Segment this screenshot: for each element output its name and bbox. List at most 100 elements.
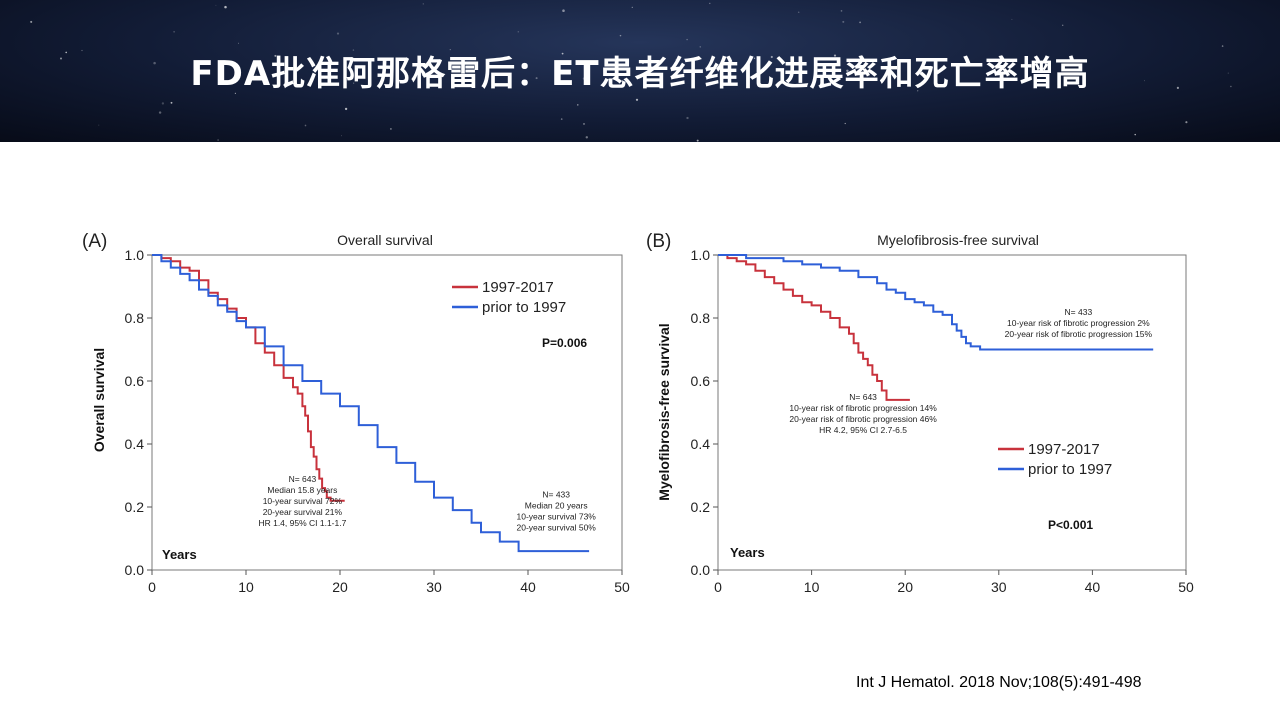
star-dot	[699, 46, 701, 48]
chart-panel-a: (A) Overall survival 0.0 0.2 0.4 0.6 0.8 1.0 0 10…	[82, 231, 630, 595]
star-dot	[389, 127, 392, 130]
star-dot	[686, 116, 689, 120]
star-dot	[631, 6, 633, 9]
star-dot	[344, 107, 348, 111]
y-tick-label: 0.2	[125, 499, 145, 515]
panel-label: (B)	[646, 231, 671, 252]
annotation-text: 20-year risk of fibrotic progression 15%	[1005, 329, 1153, 339]
x-tick-label: 30	[426, 579, 442, 595]
star-dot	[797, 11, 800, 14]
star-dot	[675, 59, 677, 61]
star-dot	[833, 54, 837, 57]
star-dot	[562, 9, 565, 12]
star-dot	[585, 136, 588, 139]
x-tick-label: 10	[804, 579, 820, 595]
star-dot	[753, 57, 756, 59]
annotation-text: 20-year survival 21%	[263, 507, 343, 517]
star-dot	[619, 34, 622, 37]
y-tick-label: 0.6	[691, 373, 711, 389]
annotation-text: Median 15.8 years	[267, 485, 337, 495]
y-tick-label: 0.0	[125, 562, 145, 578]
x-tick-label: 10	[238, 579, 254, 595]
star-dot	[1134, 133, 1136, 136]
star-dot	[304, 124, 307, 127]
y-tick-label: 1.0	[691, 247, 711, 263]
y-tick-label: 0.4	[691, 436, 711, 452]
annotation-text: N= 643	[289, 474, 317, 484]
chart-panel-b: (B) Myelofibrosis-free survival 0.0 0.2 0.4 0…	[646, 231, 1194, 595]
star-dot	[770, 55, 773, 59]
star-dot	[65, 51, 68, 54]
star-dot	[98, 124, 100, 126]
star-dot	[59, 57, 63, 60]
annotation-text: 10-year survival 72%	[263, 496, 343, 506]
y-axis-label: Myelofibrosis-free survival	[656, 323, 672, 500]
annotation-text: 10-year survival 73%	[517, 512, 597, 522]
star-dot	[936, 69, 939, 71]
star-dot	[217, 139, 219, 141]
star-dot	[566, 71, 568, 73]
slide-title: FDA批准阿那格雷后：ET患者纤维化进展率和死亡率增高	[190, 54, 1090, 94]
star-dot	[917, 90, 919, 92]
star-dot	[686, 38, 688, 41]
star-dot	[1061, 24, 1064, 27]
star-dot	[1011, 18, 1013, 20]
star-dot	[535, 77, 538, 80]
star-dot	[158, 111, 162, 114]
star-dot	[709, 2, 711, 5]
star-dot	[224, 5, 227, 9]
star-dot	[582, 77, 586, 80]
annotation-text: HR 4.2, 95% CI 2.7-6.5	[819, 425, 907, 435]
star-dot	[215, 4, 217, 6]
star-dot	[1221, 45, 1224, 47]
star-dot	[81, 49, 83, 52]
y-axis-label: Overall survival	[91, 348, 107, 452]
annotation-text: N= 433	[542, 490, 570, 500]
citation-text: Int J Hematol. 2018 Nov;108(5):491-498	[856, 674, 1142, 691]
star-dot	[611, 58, 613, 60]
chart-title: Myelofibrosis-free survival	[877, 232, 1039, 248]
series-line-prior-to-1997	[718, 254, 1154, 351]
slide-header: FDA批准阿那格雷后：ET患者纤维化进展率和死亡率增高	[0, 0, 1280, 142]
x-tick-label: 50	[614, 579, 630, 595]
star-dot	[255, 74, 257, 76]
panel-label: (A)	[82, 231, 107, 252]
legend-label: prior to 1997	[1028, 461, 1112, 478]
x-tick-label: 0	[714, 579, 722, 595]
y-tick-label: 0.8	[125, 310, 145, 326]
series-line-prior-to-1997	[152, 254, 590, 553]
annotation-text: Median 20 years	[525, 501, 588, 511]
star-dot	[274, 54, 277, 57]
y-tick-label: 1.0	[125, 247, 145, 263]
star-dot	[840, 10, 843, 12]
star-dot	[340, 135, 342, 137]
star-dot	[560, 118, 563, 120]
star-dot	[1176, 86, 1180, 90]
star-dot	[336, 32, 340, 35]
star-dot	[352, 49, 355, 51]
y-tick-label: 0.2	[691, 499, 711, 515]
star-dot	[161, 102, 165, 105]
star-dot	[1026, 58, 1028, 59]
star-dot	[1185, 121, 1188, 124]
star-dot	[641, 61, 645, 65]
star-dot	[846, 69, 849, 73]
star-dot	[173, 30, 175, 33]
plot-frame	[151, 254, 623, 571]
x-tick-label: 30	[991, 579, 1007, 595]
series-line-1997-2017	[152, 254, 345, 502]
star-dot	[627, 79, 629, 81]
series-line-1997-2017	[718, 254, 910, 401]
star-dot	[170, 101, 173, 104]
chart-title: Overall survival	[337, 232, 433, 248]
legend-label: 1997-2017	[482, 279, 554, 296]
star-dot	[1144, 80, 1145, 82]
annotation-text: N= 643	[849, 392, 877, 402]
plot-frame	[717, 254, 1187, 571]
annotation-text: 10-year risk of fibrotic progression 14%	[789, 403, 937, 413]
annotation-text: 10-year risk of fibrotic progression 2%	[1007, 318, 1150, 328]
x-tick-label: 20	[897, 579, 913, 595]
annotation-text: HR 1.4, 95% CI 1.1-1.7	[258, 518, 346, 528]
star-dot	[30, 20, 33, 23]
